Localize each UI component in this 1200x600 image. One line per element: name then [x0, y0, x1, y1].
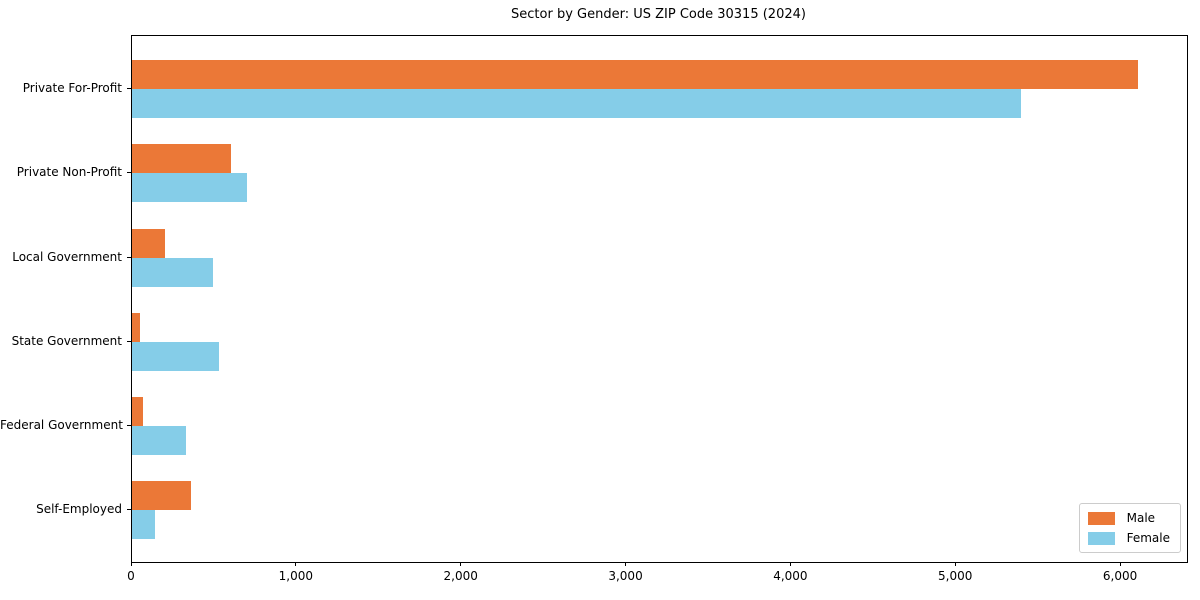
category-label-self-employed: Self-Employed	[36, 501, 122, 516]
chart-title: Sector by Gender: US ZIP Code 30315 (202…	[511, 7, 806, 22]
bar-private-for-profit-male	[132, 60, 1138, 90]
x-axis-tick	[130, 562, 132, 566]
bar-self-employed-male	[132, 480, 192, 510]
x-tick-label: 3,000	[608, 569, 643, 583]
bar-state-government-male	[132, 312, 141, 342]
bar-private-for-profit-female	[132, 89, 1021, 119]
bar-self-employed-female	[132, 509, 156, 539]
category-label-private-non-profit: Private Non-Profit	[16, 165, 122, 180]
category-label-state-government: State Government	[11, 333, 122, 348]
legend-label-male: Male	[1126, 511, 1156, 525]
bar-federal-government-male	[132, 396, 143, 426]
legend-label-female: Female	[1126, 531, 1170, 545]
legend-swatch-female	[1087, 531, 1115, 545]
legend: Male Female	[1078, 503, 1181, 553]
bar-private-non-profit-male	[132, 144, 231, 174]
y-axis-tick	[127, 88, 131, 90]
legend-item-female: Female	[1087, 531, 1170, 545]
plot-area	[131, 35, 1188, 563]
x-axis-tick	[954, 562, 956, 566]
x-axis-tick	[460, 562, 462, 566]
bar-local-government-female	[132, 257, 213, 287]
x-tick-label: 5,000	[938, 569, 973, 583]
category-label-private-for-profit: Private For-Profit	[22, 81, 122, 96]
x-axis-tick	[625, 562, 627, 566]
y-axis-tick	[127, 508, 131, 510]
x-axis-tick	[1119, 562, 1121, 566]
bar-local-government-male	[132, 228, 165, 258]
y-axis-tick	[127, 256, 131, 258]
x-tick-label: 6,000	[1102, 569, 1138, 583]
x-tick-label: 1,000	[278, 569, 314, 583]
x-tick-label: 0	[127, 569, 135, 583]
x-axis-tick	[789, 562, 791, 566]
category-label-local-government: Local Government	[12, 249, 122, 264]
y-axis-tick	[127, 340, 131, 342]
category-label-federal-government: Federal Government	[0, 417, 123, 432]
bar-state-government-female	[132, 341, 220, 371]
legend-swatch-male	[1087, 511, 1115, 525]
x-tick-label: 4,000	[773, 569, 808, 583]
y-axis-tick	[127, 424, 131, 426]
x-axis-tick	[295, 562, 297, 566]
y-axis-tick	[127, 172, 131, 174]
bar-federal-government-female	[132, 425, 187, 455]
legend-item-male: Male	[1087, 511, 1170, 525]
bar-private-non-profit-female	[132, 173, 248, 203]
x-tick-label: 2,000	[443, 569, 478, 583]
